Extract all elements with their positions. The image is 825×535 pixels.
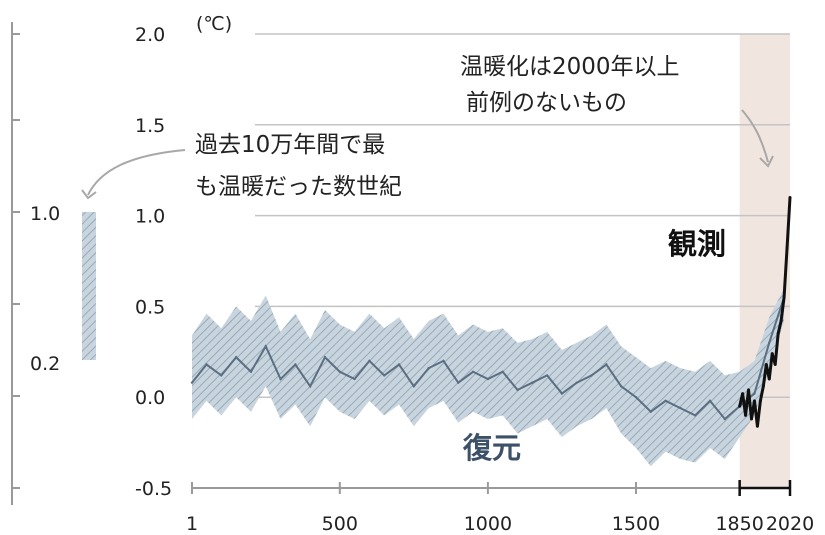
observation-line bbox=[738, 197, 792, 427]
annotation-arrow-top-head bbox=[759, 155, 774, 168]
y-tick-label: 2.0 bbox=[135, 24, 165, 46]
series-label-reconstruction: 復元 bbox=[462, 431, 521, 465]
annotation-top-line1: 温暖化は2000年以上 bbox=[460, 54, 680, 80]
observation-point bbox=[758, 399, 762, 403]
annotation-top-line2: 前例のないもの bbox=[466, 90, 627, 116]
reconstruction-point bbox=[560, 392, 564, 395]
observation-point bbox=[755, 424, 759, 428]
reconstruction-point bbox=[694, 414, 697, 417]
reconstruction-point bbox=[397, 363, 401, 366]
y-tick-label: 0.0 bbox=[135, 387, 165, 409]
reconstruction-point bbox=[753, 392, 756, 395]
y-unit-label: (℃) bbox=[196, 13, 232, 35]
reconstruction-point bbox=[679, 406, 682, 410]
y-tick-label: 0.5 bbox=[135, 296, 165, 318]
x-tick-label: 1500 bbox=[612, 513, 660, 535]
x-tick-label: 2020 bbox=[766, 513, 814, 535]
y-tick-label: 1.5 bbox=[135, 115, 165, 137]
observation-point bbox=[744, 413, 748, 417]
reconstruction-point bbox=[708, 399, 712, 403]
reconstruction-point bbox=[234, 356, 238, 359]
observation-point bbox=[779, 319, 783, 323]
reconstruction-point bbox=[486, 377, 490, 381]
reconstruction-point bbox=[768, 341, 771, 344]
observation-point bbox=[761, 384, 765, 388]
reconstruction-point bbox=[279, 377, 282, 381]
x-tick-label: 500 bbox=[322, 513, 358, 535]
reconstruction-point bbox=[619, 385, 623, 388]
reconstruction-point bbox=[575, 381, 578, 384]
reconstruction-point bbox=[457, 381, 460, 384]
observation-point bbox=[764, 363, 768, 367]
reconstruction-point bbox=[220, 374, 223, 377]
observation-point bbox=[738, 404, 742, 408]
x-tick-label: 1 bbox=[186, 513, 198, 535]
reconstruction-point bbox=[531, 381, 534, 384]
annotation-left-line2: も温暖だった数世紀 bbox=[195, 174, 402, 200]
left-range-bar bbox=[82, 212, 96, 360]
recent-range-bracket bbox=[738, 480, 792, 496]
reconstruction-point bbox=[412, 385, 416, 388]
y-tick-label: 1.0 bbox=[135, 206, 165, 228]
observation-points bbox=[738, 195, 792, 428]
main-panel: -0.50.00.51.01.52.0 (℃) 1 500 1000 1500 1850… bbox=[135, 13, 814, 535]
reconstruction-point bbox=[264, 345, 267, 348]
observation-point bbox=[773, 363, 777, 367]
reconstruction-point bbox=[545, 374, 549, 377]
reconstruction-point bbox=[590, 374, 593, 377]
annotation-arrow-left-head bbox=[81, 189, 97, 200]
x-tick-label: 1850 bbox=[715, 513, 763, 535]
reconstruction-point bbox=[649, 410, 652, 413]
reconstruction-point bbox=[338, 370, 341, 373]
reconstruction-point bbox=[205, 363, 208, 366]
reconstruction-point bbox=[634, 396, 638, 399]
reconstruction-point bbox=[427, 366, 430, 370]
reconstruction-point bbox=[664, 399, 667, 403]
y-tick-label: -0.5 bbox=[135, 478, 172, 500]
left-tick-marks bbox=[12, 33, 20, 489]
reconstruction-point bbox=[190, 381, 194, 384]
reconstruction-point bbox=[249, 370, 253, 373]
annotation-left-line1: 過去10万年間で最 bbox=[195, 132, 385, 158]
observation-point bbox=[788, 195, 792, 199]
observation-point bbox=[747, 388, 751, 392]
reconstruction-point bbox=[501, 370, 504, 373]
left-panel: 1.0 0.2 bbox=[11, 22, 96, 505]
observation-point bbox=[741, 392, 745, 396]
reconstruction-point bbox=[308, 385, 312, 388]
annotation-arrow-left bbox=[87, 149, 186, 196]
left-tick-label-high: 1.0 bbox=[30, 203, 60, 225]
reconstruction-point bbox=[471, 370, 475, 373]
observation-point bbox=[785, 246, 789, 250]
annotation-arrow-top bbox=[741, 109, 769, 163]
reconstruction-uncertainty-band bbox=[192, 288, 785, 467]
observation-point bbox=[770, 352, 774, 356]
x-tick-labels: 1 500 1000 1500 1850 2020 bbox=[186, 513, 814, 535]
observation-point bbox=[782, 295, 786, 299]
reconstruction-point bbox=[353, 377, 356, 381]
observation-point bbox=[752, 399, 756, 403]
reconstruction-point bbox=[516, 388, 519, 392]
reconstruction-point bbox=[323, 356, 327, 359]
left-tick-label-low: 0.2 bbox=[30, 353, 60, 375]
x-tick-label: 1000 bbox=[464, 513, 512, 535]
y-tick-labels: -0.5 0.0 0.5 1.0 1.5 2.0 bbox=[135, 24, 172, 500]
series-label-observation: 観測 bbox=[668, 227, 726, 261]
reconstruction-point bbox=[294, 363, 297, 366]
observation-point bbox=[749, 417, 753, 421]
reconstruction-point bbox=[723, 417, 727, 421]
reconstruction-point bbox=[368, 359, 371, 363]
reconstruction-points bbox=[190, 296, 786, 421]
observation-point bbox=[767, 377, 771, 381]
reconstruction-point bbox=[383, 374, 386, 377]
reconstruction-point bbox=[442, 359, 445, 363]
reconstruction-point bbox=[605, 363, 608, 366]
observation-point bbox=[776, 332, 780, 336]
